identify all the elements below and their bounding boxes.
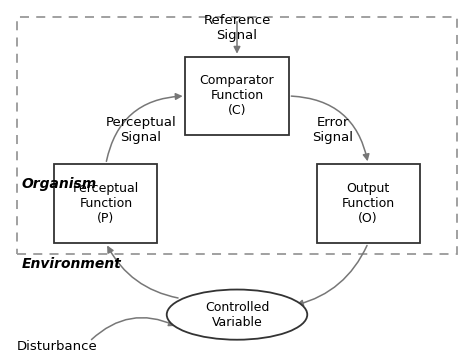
Text: Output
Function
(O): Output Function (O) — [342, 182, 395, 225]
Text: Error
Signal: Error Signal — [312, 116, 354, 144]
Text: Disturbance: Disturbance — [16, 340, 97, 353]
Bar — [55, 164, 157, 243]
FancyArrowPatch shape — [91, 318, 174, 340]
Text: Comparator
Function
(C): Comparator Function (C) — [200, 75, 274, 118]
FancyArrowPatch shape — [234, 22, 240, 52]
Bar — [17, 17, 457, 254]
Text: Controlled
Variable: Controlled Variable — [205, 301, 269, 329]
FancyArrowPatch shape — [108, 247, 178, 298]
FancyArrowPatch shape — [106, 94, 181, 161]
FancyArrowPatch shape — [298, 245, 367, 306]
Text: Environment: Environment — [21, 257, 121, 272]
Bar — [185, 56, 289, 135]
Text: Perceptual
Signal: Perceptual Signal — [106, 116, 176, 144]
Text: Organism: Organism — [21, 177, 97, 191]
Text: Perceptual
Function
(P): Perceptual Function (P) — [73, 182, 139, 225]
Ellipse shape — [167, 289, 307, 340]
FancyArrowPatch shape — [292, 96, 369, 160]
Text: Reference
Signal: Reference Signal — [203, 13, 271, 41]
Bar — [317, 164, 419, 243]
